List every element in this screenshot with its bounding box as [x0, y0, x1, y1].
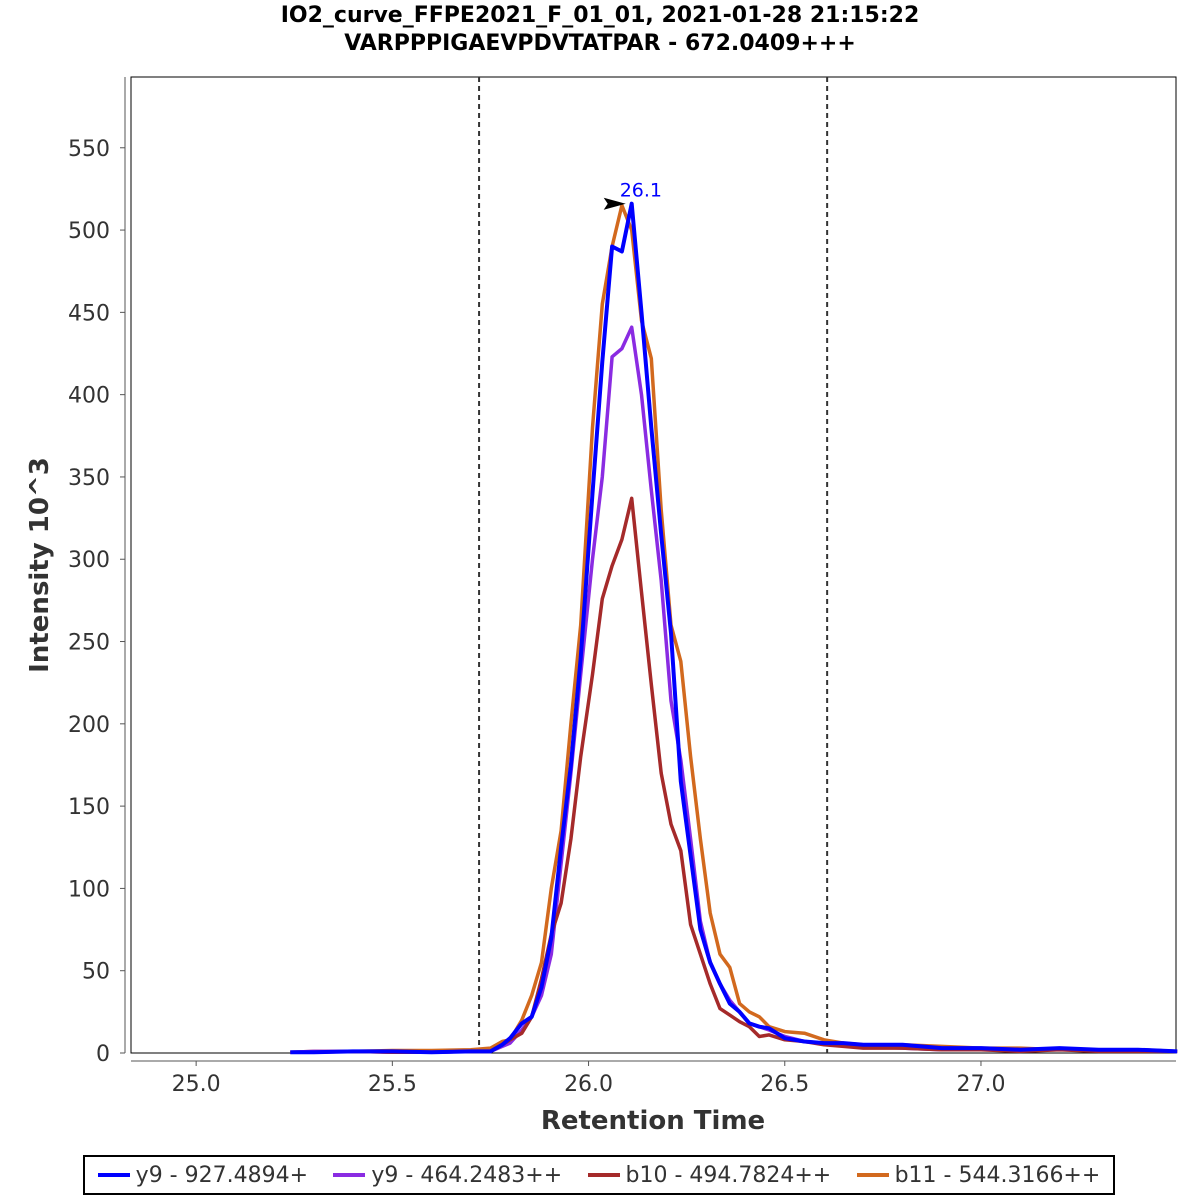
legend-label: y9 - 927.4894+ — [135, 1162, 309, 1188]
x-tick-label: 25.0 — [172, 1072, 221, 1097]
series-line-y9 — [290, 201, 1178, 1055]
x-tick-label: 26.5 — [760, 1072, 809, 1097]
y-tick-label: 250 — [68, 631, 110, 656]
y-tick-label: 550 — [68, 137, 110, 162]
y-tick-label: 0 — [96, 1042, 110, 1067]
y-tick-label: 50 — [82, 960, 110, 985]
legend: y9 - 927.4894+ y9 - 464.2483++ b10 - 494… — [83, 1155, 1115, 1195]
y-tick-label: 150 — [68, 795, 110, 820]
legend-label: b10 - 494.7824++ — [625, 1162, 832, 1188]
chart-title: IO2_curve_FFPE2021_F_01_01, 2021-01-28 2… — [0, 2, 1200, 58]
legend-item: b10 - 494.7824++ — [587, 1162, 832, 1188]
legend-swatch — [856, 1173, 889, 1177]
y-tick-label: 300 — [68, 548, 110, 573]
legend-swatch — [333, 1173, 366, 1177]
chart-title-line-1: IO2_curve_FFPE2021_F_01_01, 2021-01-28 2… — [280, 3, 920, 28]
peak-annotation-label: 26.1 — [620, 180, 662, 202]
y-tick-label: 350 — [68, 466, 110, 491]
legend-label: b11 - 544.3166++ — [894, 1162, 1101, 1188]
y-tick-label: 200 — [68, 713, 110, 738]
y-tick-label: 100 — [68, 877, 110, 902]
plot-area — [130, 76, 1177, 1054]
y-axis-label: Intensity 10^3 — [25, 457, 55, 673]
x-tick-label: 27.0 — [956, 1072, 1005, 1097]
legend-item: y9 - 927.4894+ — [97, 1162, 309, 1188]
x-tick-label: 26.0 — [564, 1072, 613, 1097]
legend-item: y9 - 464.2483++ — [333, 1163, 562, 1188]
y-tick-label: 450 — [68, 301, 110, 326]
peak-arrow-icon — [603, 197, 626, 210]
legend-label: y9 - 464.2483++ — [371, 1162, 563, 1188]
x-axis-label: Retention Time — [541, 1106, 765, 1136]
y-tick-label: 400 — [68, 384, 110, 409]
legend-swatch — [97, 1173, 130, 1177]
legend-swatch — [587, 1173, 620, 1177]
chart-title-line-2: VARPPPIGAEVPDVTATPAR - 672.0409+++ — [344, 31, 856, 56]
legend-item: b11 - 544.3166++ — [856, 1162, 1101, 1188]
x-tick-label: 25.5 — [368, 1072, 417, 1097]
y-tick-label: 500 — [68, 219, 110, 244]
